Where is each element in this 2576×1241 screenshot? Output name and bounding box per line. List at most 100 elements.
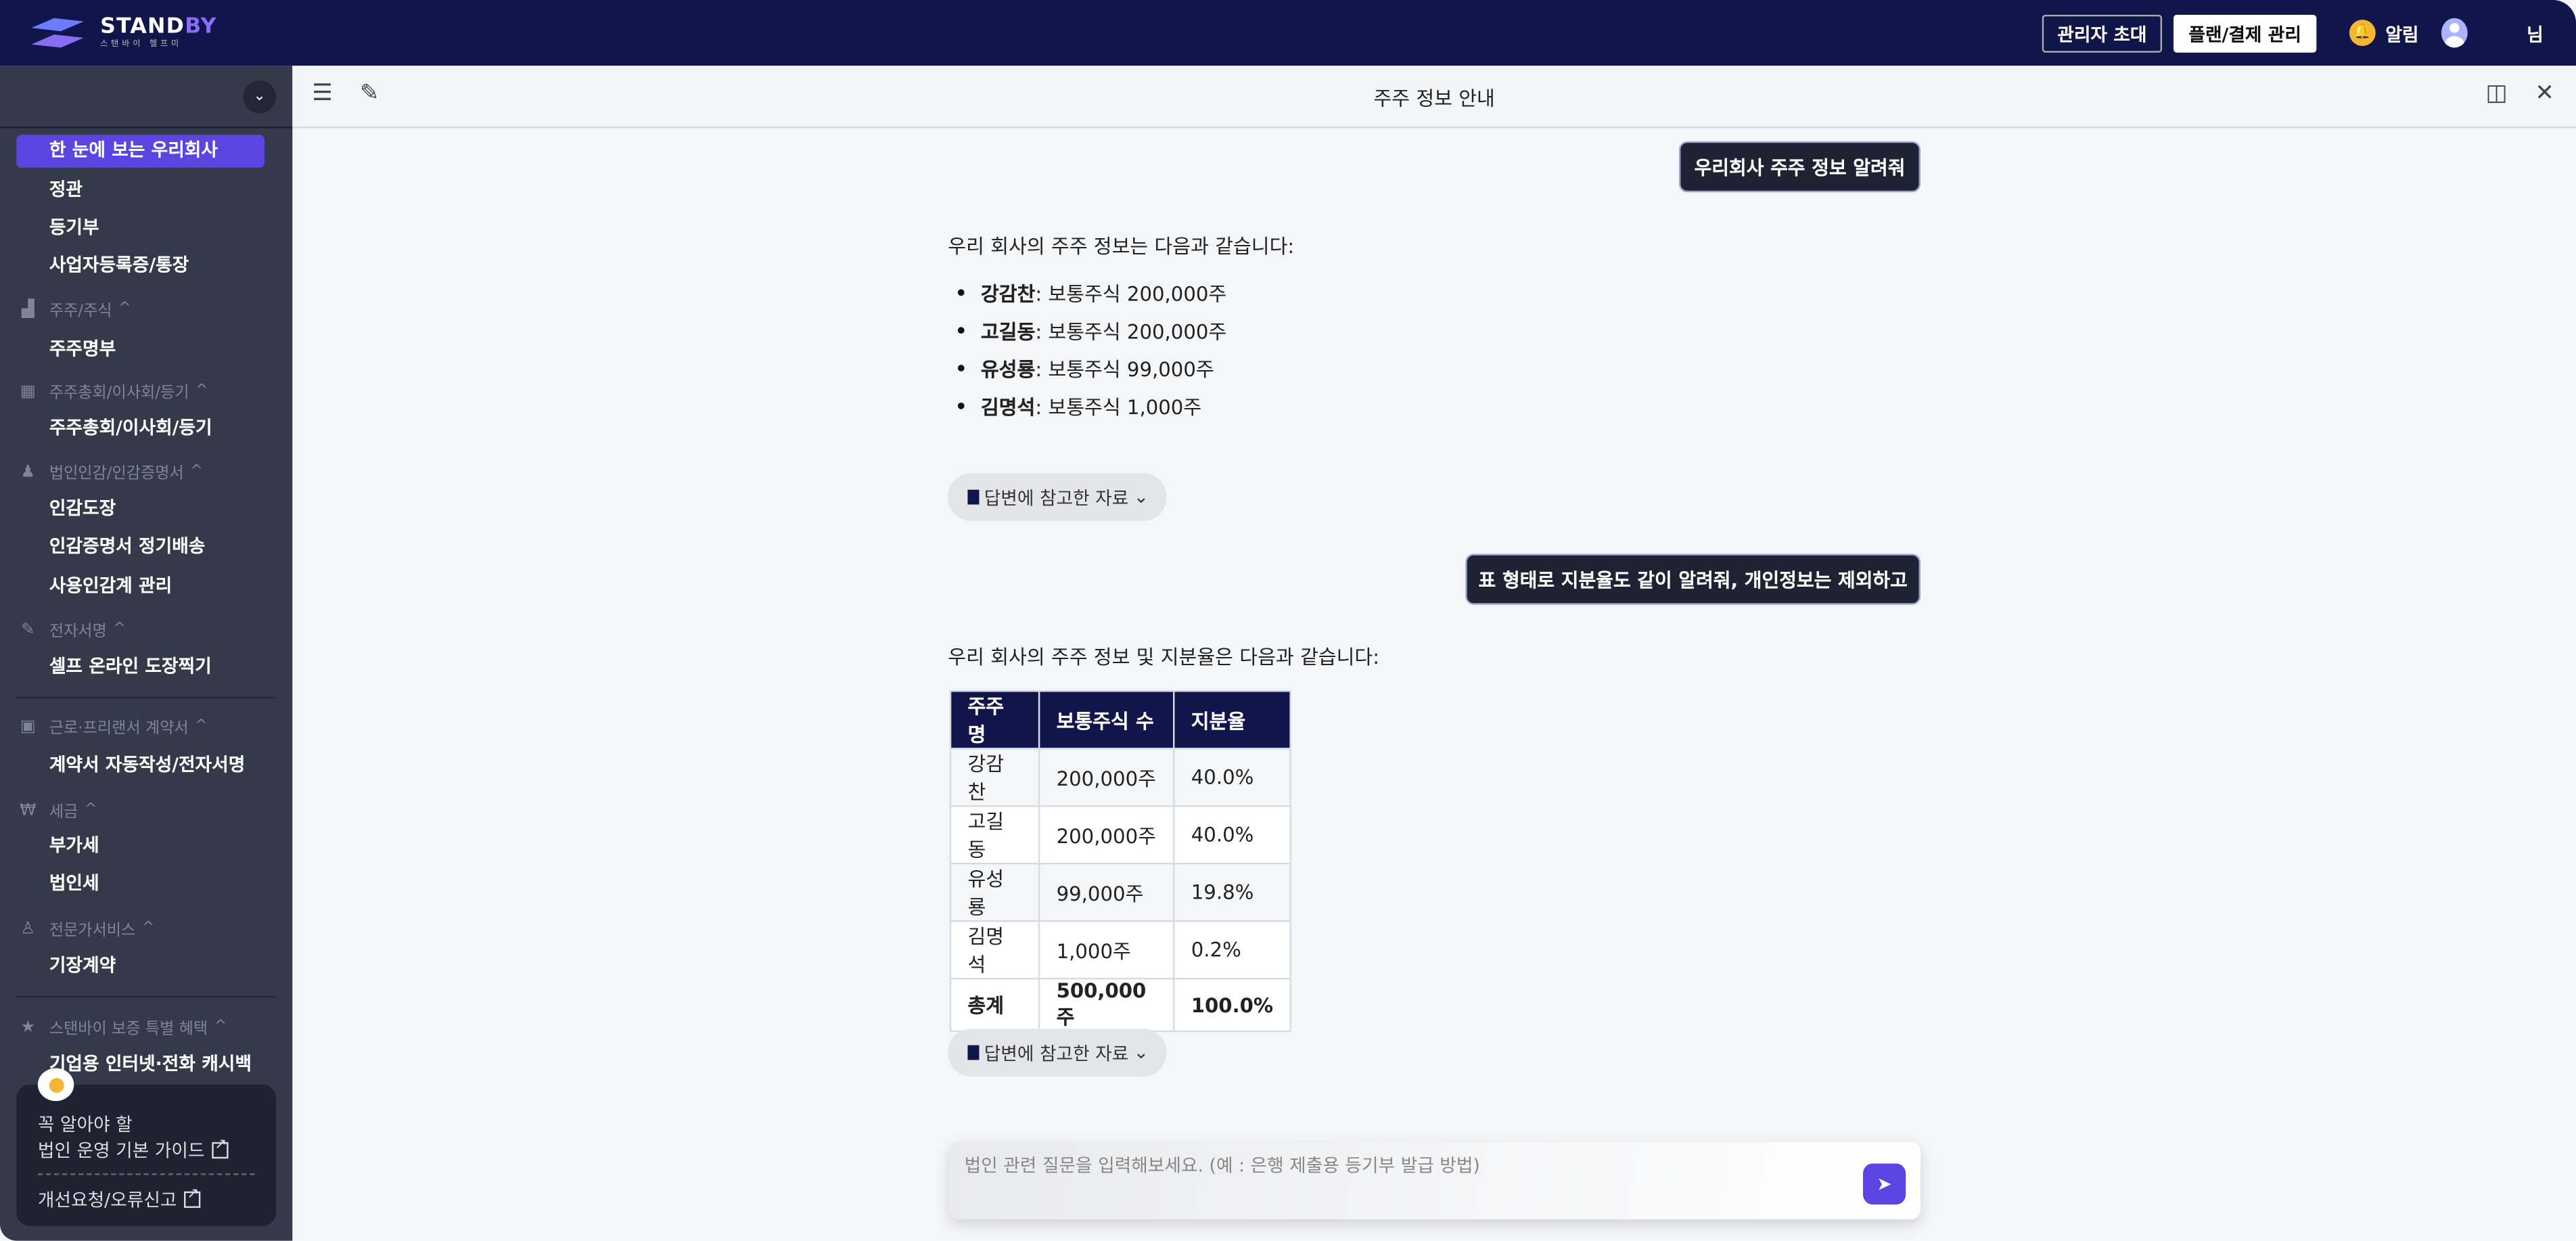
lightbulb-icon xyxy=(37,1068,74,1102)
sidebar-section-header[interactable]: ✎ 전자서명 ^ xyxy=(16,618,126,641)
list-item: 고길동: 보통주식 200,000주 xyxy=(957,317,1227,355)
star-icon: ★ xyxy=(20,1018,36,1037)
feedback-link-label[interactable]: 개선요청/오류신고 xyxy=(37,1190,177,1211)
cell: 200,000주 xyxy=(1038,805,1175,865)
shareholder-name: 고길동 xyxy=(980,320,1036,344)
sidebar-item-overview[interactable]: 한 눈에 보는 우리회사 xyxy=(16,135,265,168)
shareholder-name: 유성룡 xyxy=(980,358,1036,382)
chevron-up-icon: ^ xyxy=(118,300,131,317)
divider xyxy=(16,696,277,699)
brand-name: STAND xyxy=(100,14,185,40)
page-title: 주주 정보 안내 xyxy=(1373,87,1495,110)
company-dropdown-chevron-icon[interactable]: ⌄ xyxy=(243,81,277,114)
cell: 고길동 xyxy=(949,805,1040,865)
bar-chart-icon: ▟ xyxy=(21,300,34,318)
list-icon[interactable]: ☰ xyxy=(312,81,333,107)
cell: 40.0% xyxy=(1173,805,1291,865)
feedback-link[interactable]: 개선요청/오류신고 xyxy=(38,1186,200,1213)
sidebar-item[interactable]: 정관 xyxy=(49,179,83,201)
sidebar-item[interactable]: 주주명부 xyxy=(49,338,116,360)
shareholder-shares: : 보통주식 99,000주 xyxy=(1035,358,1214,382)
shareholder-name: 강감찬 xyxy=(980,282,1036,306)
send-button[interactable]: ➤ xyxy=(1863,1163,1906,1205)
sidebar-item[interactable]: 주주총회/이사회/등기 xyxy=(49,417,212,439)
user-name[interactable]: 님 xyxy=(2527,24,2544,47)
sidebar-item[interactable]: 법인세 xyxy=(49,872,99,895)
guide-link-label[interactable]: 법인 운영 기본 가이드 xyxy=(37,1140,205,1163)
column-header: 보통주식 수 xyxy=(1038,690,1175,750)
cell: 40.0% xyxy=(1173,748,1291,807)
sidebar-section-header[interactable]: ▟ 주주/주식 ^ xyxy=(16,298,131,320)
sidebar-item[interactable]: 셀프 온라인 도장찍기 xyxy=(49,656,212,677)
cell: 99,000주 xyxy=(1038,863,1175,922)
chat-input[interactable] xyxy=(964,1155,1852,1177)
external-link-icon xyxy=(183,1186,200,1209)
chevron-down-icon: ⌄ xyxy=(1133,1041,1149,1064)
sidebar-section-header[interactable]: ♙ 전문가서비스 ^ xyxy=(16,917,154,940)
sidebar-item[interactable]: 인감증명서 정기배송 xyxy=(49,535,206,558)
table-row: 고길동 200,000주 40.0% xyxy=(949,805,1291,865)
bell-icon[interactable]: 🔔 xyxy=(2349,20,2376,47)
avatar[interactable] xyxy=(2441,18,2468,48)
plan-billing-button[interactable]: 플랜/결제 관리 xyxy=(2174,14,2317,53)
brand-sub: 스탠바이 헬프미 xyxy=(100,39,183,49)
chat-input-box: ➤ xyxy=(949,1142,1921,1220)
table-row: 유성룡 99,000주 19.8% xyxy=(949,863,1291,922)
chat-area: 우리회사 주주 정보 알려줘 우리 회사의 주주 정보는 다음과 같습니다: 강… xyxy=(292,128,2576,1240)
answer-intro: 우리 회사의 주주 정보는 다음과 같습니다: xyxy=(948,235,1295,258)
cell: 총계 xyxy=(949,978,1040,1033)
book-icon xyxy=(967,489,980,505)
guide-link[interactable]: 법인 운영 기본 가이드 xyxy=(38,1137,228,1164)
chevron-up-icon: ^ xyxy=(190,463,203,480)
stamp-icon: ♟ xyxy=(20,462,36,481)
chevron-up-icon: ^ xyxy=(113,621,126,638)
edit-icon[interactable]: ✎ xyxy=(359,81,380,107)
cell: 김명석 xyxy=(949,920,1040,980)
panel-toggle-icon[interactable]: ◫ xyxy=(2485,81,2508,107)
section-title: 법인인감/인감증명서 xyxy=(49,465,184,484)
user-message: 표 형태로 지분율도 같이 알려줘, 개인정보는 제외하고 xyxy=(1465,554,1921,605)
sidebar-section-header[interactable]: ♟ 법인인감/인감증명서 ^ xyxy=(16,460,202,483)
section-title: 근로·프리랜서 계약서 xyxy=(49,719,189,738)
sidebar-item[interactable]: 사업자등록증/통장 xyxy=(49,254,189,277)
divider xyxy=(16,995,277,998)
list-item: 김명석: 보통주식 1,000주 xyxy=(957,392,1226,430)
cell: 500,000주 xyxy=(1038,978,1175,1033)
table-header-row: 주주명 보통주식 수 지분율 xyxy=(949,690,1291,750)
shareholder-shares: : 보통주식 200,000주 xyxy=(1035,282,1227,306)
cell: 100.0% xyxy=(1173,978,1291,1033)
sidebar-section-header[interactable]: ▣ 근로·프리랜서 계약서 ^ xyxy=(16,715,208,738)
answer-intro: 우리 회사의 주주 정보 및 지분율은 다음과 같습니다: xyxy=(948,646,1380,669)
chevron-down-icon: ⌄ xyxy=(1133,486,1149,508)
sidebar-item[interactable]: 사용인감계 관리 xyxy=(49,575,172,597)
sidebar-item[interactable]: 기업용 인터넷·전화 캐시백 xyxy=(49,1053,252,1075)
invite-admin-button[interactable]: 관리자 초대 xyxy=(2042,14,2163,53)
sidebar-section-header[interactable]: ▦ 주주총회/이사회/등기 ^ xyxy=(16,380,208,403)
sidebar-item[interactable]: 부가세 xyxy=(49,834,99,857)
sidebar-item[interactable]: 인감도장 xyxy=(49,497,116,520)
logo[interactable]: STANDBY 스탠바이 헬프미 xyxy=(24,13,216,52)
references-toggle[interactable]: 답변에 참고한 자료 ⌄ xyxy=(948,1029,1167,1077)
sidebar-item[interactable]: 계약서 자동작성/전자서명 xyxy=(49,754,246,776)
cell: 0.2% xyxy=(1173,920,1291,980)
cell: 19.8% xyxy=(1173,863,1291,922)
guide-box: 꼭 알아야 할 법인 운영 기본 가이드 개선요청/오류신고 xyxy=(16,1084,277,1226)
grid-icon: ▦ xyxy=(20,382,36,401)
book-icon xyxy=(967,1045,980,1060)
cell: 1,000주 xyxy=(1038,920,1175,980)
sidebar-section-header[interactable]: ★ 스탠바이 보증 특별 혜택 ^ xyxy=(16,1016,227,1039)
references-label: 답변에 참고한 자료 xyxy=(984,1042,1129,1064)
chevron-up-icon: ^ xyxy=(195,718,208,735)
shareholder-shares: : 보통주식 200,000주 xyxy=(1035,320,1227,344)
sidebar-item[interactable]: 등기부 xyxy=(49,217,99,239)
references-label: 답변에 참고한 자료 xyxy=(984,487,1129,509)
chevron-up-icon: ^ xyxy=(141,920,155,937)
alarm-link[interactable]: 알림 xyxy=(2385,24,2419,47)
sidebar-section-header[interactable]: ₩ 세금 ^ xyxy=(16,798,97,821)
sidebar-item[interactable]: 기장계약 xyxy=(49,955,116,976)
section-title: 전자서명 xyxy=(49,623,107,641)
references-toggle[interactable]: 답변에 참고한 자료 ⌄ xyxy=(948,473,1167,521)
contract-icon: ▣ xyxy=(20,717,36,736)
close-icon[interactable]: ✕ xyxy=(2535,81,2554,107)
section-title: 주주총회/이사회/등기 xyxy=(49,384,189,403)
